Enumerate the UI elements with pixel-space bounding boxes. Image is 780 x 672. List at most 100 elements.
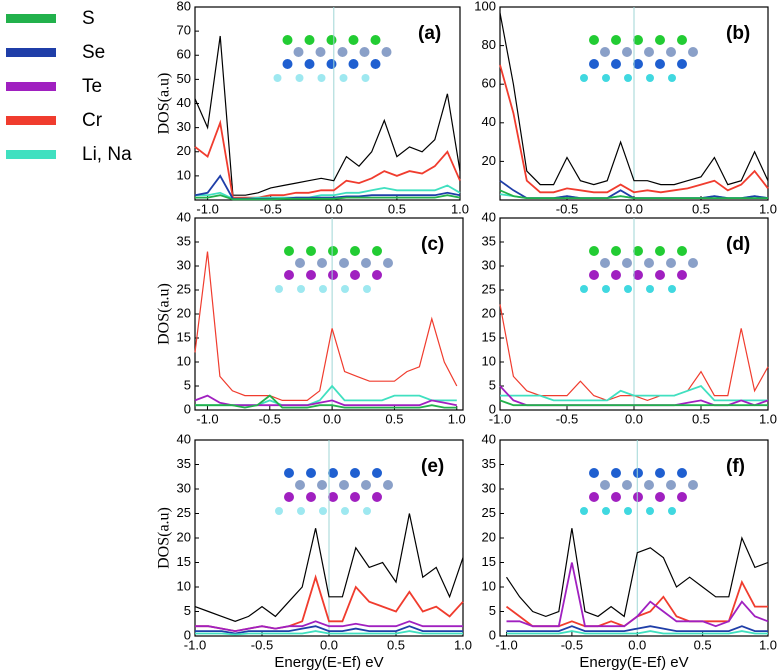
dos-line (195, 620, 463, 633)
y-tick-label: 20 (482, 305, 496, 320)
panel-label: (b) (726, 23, 750, 44)
atom (655, 35, 665, 45)
y-tick-label: 20 (482, 153, 496, 168)
atom (644, 258, 654, 268)
atom (677, 35, 687, 45)
dos-line (195, 625, 463, 635)
dos-line (499, 399, 768, 407)
atom (677, 59, 687, 69)
atom (580, 507, 588, 515)
atom (624, 74, 632, 82)
atom (363, 285, 371, 293)
atom (363, 507, 371, 515)
x-tick-label: -0.5 (260, 201, 282, 216)
atom (589, 468, 599, 478)
atom (304, 35, 315, 45)
atom (589, 246, 599, 256)
x-tick-label: 1.0 (454, 637, 472, 652)
atom (282, 59, 293, 69)
atom (326, 35, 337, 45)
dos-line (194, 513, 464, 622)
y-tick-label: 60 (177, 47, 191, 62)
dos-line (506, 625, 768, 632)
atom (275, 507, 283, 515)
y-tick-label: 20 (177, 529, 191, 544)
y-tick-label: 60 (482, 76, 496, 91)
dos-line (194, 251, 458, 401)
y-tick-label: 40 (177, 95, 191, 110)
atom (666, 47, 676, 57)
atom (359, 47, 370, 57)
atom (317, 258, 327, 268)
dos-line (506, 630, 768, 635)
y-tick-label: 40 (177, 209, 191, 224)
dos-line (499, 189, 768, 199)
y-tick-label: 25 (482, 281, 496, 296)
legend-label: S (82, 8, 95, 29)
atom (361, 74, 370, 82)
atom (317, 74, 326, 82)
y-tick-label: 15 (177, 329, 191, 344)
y-tick-label: 35 (177, 456, 191, 471)
dos-line (499, 12, 769, 186)
x-tick-label: -1.0 (489, 411, 511, 426)
atom (589, 492, 599, 502)
panel: 0 5 10 15 20 25 30 35 40 -1.0 -0.5 0.0 0.5 1.0 (f) Ener… (482, 431, 778, 671)
x-tick-label: -1.0 (495, 637, 517, 652)
atom (370, 35, 381, 45)
panel-label: (e) (421, 456, 444, 477)
atom (633, 246, 643, 256)
y-tick-label: 35 (177, 233, 191, 248)
atom (622, 47, 632, 57)
atom (328, 468, 338, 478)
y-tick-label: 40 (482, 209, 496, 224)
y-tick-label: 70 (177, 23, 191, 38)
atom (383, 480, 393, 490)
x-tick-label: -1.0 (196, 201, 218, 216)
dos-line (194, 394, 457, 407)
y-tick-label: 50 (177, 71, 191, 86)
atom (370, 59, 381, 69)
x-tick-label: -0.5 (556, 411, 578, 426)
atom (668, 285, 676, 293)
atom (611, 270, 621, 280)
atom (624, 285, 632, 293)
x-tick-label: 0.5 (692, 201, 710, 216)
y-tick-label: 15 (482, 329, 496, 344)
y-tick-label: 20 (177, 305, 191, 320)
x-tick-label: 0.0 (320, 637, 338, 652)
x-tick-label: 0.0 (625, 411, 643, 426)
atom (273, 74, 282, 82)
dos-line (506, 562, 769, 628)
x-tick-label: 0.5 (694, 637, 712, 652)
atom (688, 258, 698, 268)
atom (372, 246, 382, 256)
atom (339, 480, 349, 490)
y-tick-label: 5 (184, 603, 191, 618)
atom (350, 468, 360, 478)
atom (646, 507, 654, 515)
legend-swatch (6, 82, 56, 91)
atom (589, 270, 599, 280)
atom (622, 258, 632, 268)
y-tick-label: 0 (184, 627, 191, 642)
y-tick-label: 15 (482, 554, 496, 569)
y-tick-label: 30 (177, 257, 191, 272)
atom (624, 507, 632, 515)
atom (677, 270, 687, 280)
y-tick-label: 40 (482, 114, 496, 129)
y-tick-label: 5 (489, 377, 496, 392)
atom (372, 270, 382, 280)
y-tick-label: 25 (177, 281, 191, 296)
atom (668, 507, 676, 515)
y-tick-label: 25 (177, 505, 191, 520)
panel: 0 5 10 15 20 25 30 35 40 -1.0 -0.5 0.0 0.5 1.0 (d) (482, 209, 778, 426)
atom (295, 480, 305, 490)
y-axis-label: DOS(a.u) (156, 283, 173, 345)
atom (688, 480, 698, 490)
x-tick-label: -1.0 (184, 637, 206, 652)
legend-swatch (6, 48, 56, 57)
atom (319, 507, 327, 515)
atom (350, 270, 360, 280)
